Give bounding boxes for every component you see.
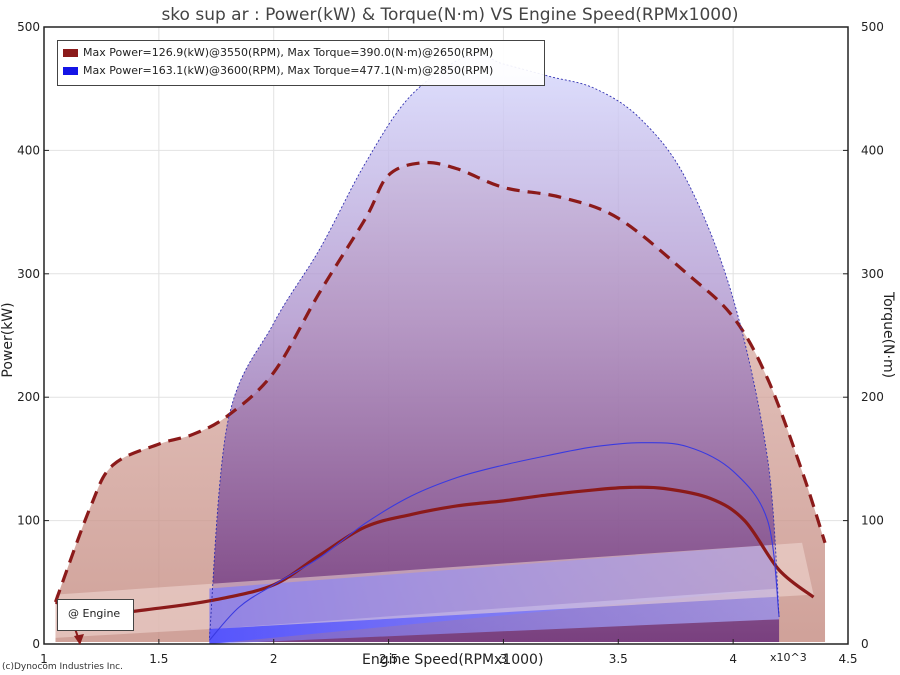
x-tick-label: 2: [270, 652, 278, 666]
y-tick-label: 100: [17, 514, 40, 528]
plot-frame: [43, 26, 849, 645]
run1-power-line: [54, 485, 815, 617]
y-tick-label: 400: [17, 143, 40, 157]
axis-ticks: 1 1.5 2 2.5 3 3.5 4 4.5 0 0 100 100 200 200 300 300 400 4…: [17, 20, 884, 666]
legend: Max Power=126.9(kW)@3550(RPM), Max Torqu…: [57, 40, 545, 86]
engine-label-box: @ Engine: [57, 599, 134, 631]
legend-label-run1: Max Power=126.9(kW)@3550(RPM), Max Torqu…: [83, 46, 494, 59]
run2-power-line: [208, 442, 780, 641]
x-multiplier-label: x10^3: [770, 651, 807, 664]
run1-power-band: [55, 542, 814, 638]
y2-tick-label: 500: [861, 20, 884, 34]
x-tick-label: 4.5: [838, 652, 857, 666]
x-tick-label: 1.5: [149, 652, 168, 666]
x-tick-label: 3: [500, 652, 508, 666]
y2-tick-label: 300: [861, 267, 884, 281]
engine-label: @ Engine: [68, 607, 121, 620]
y2-tick-label: 100: [861, 514, 884, 528]
x-tick-label: 3.5: [609, 652, 628, 666]
legend-item-run1: Max Power=126.9(kW)@3550(RPM), Max Torqu…: [63, 46, 493, 59]
copyright-text: (c)Dynocom Industries Inc.: [2, 662, 123, 672]
y2-tick-label: 400: [861, 143, 884, 157]
y2-tick-label: 200: [861, 390, 884, 404]
legend-swatch-run2: [63, 66, 78, 75]
chart-title: sko sup ar : Power(kW) & Torque(N·m) VS …: [161, 5, 739, 25]
legend-swatch-run1: [63, 48, 78, 57]
x-tick-label: 4: [729, 652, 737, 666]
y-tick-label: 0: [32, 637, 40, 651]
right-axis-label: Torque(N·m): [880, 291, 896, 379]
x-tick-label: 2.5: [379, 652, 398, 666]
left-axis-label: Power(kW): [0, 302, 16, 378]
legend-item-run2: Max Power=163.1(kW)@3600(RPM), Max Torqu…: [63, 64, 493, 77]
x-axis-label: Engine Speed(RPMx1000): [362, 652, 544, 668]
y-tick-label: 300: [17, 267, 40, 281]
y-tick-label: 200: [17, 390, 40, 404]
legend-label-run2: Max Power=163.1(kW)@3600(RPM), Max Torqu…: [83, 64, 494, 77]
y-tick-label: 500: [17, 20, 40, 34]
x-tick-label: 1: [40, 652, 48, 666]
area-fills: [55, 53, 826, 644]
run2-torque-area: [209, 53, 780, 643]
y2-tick-label: 0: [861, 637, 869, 651]
